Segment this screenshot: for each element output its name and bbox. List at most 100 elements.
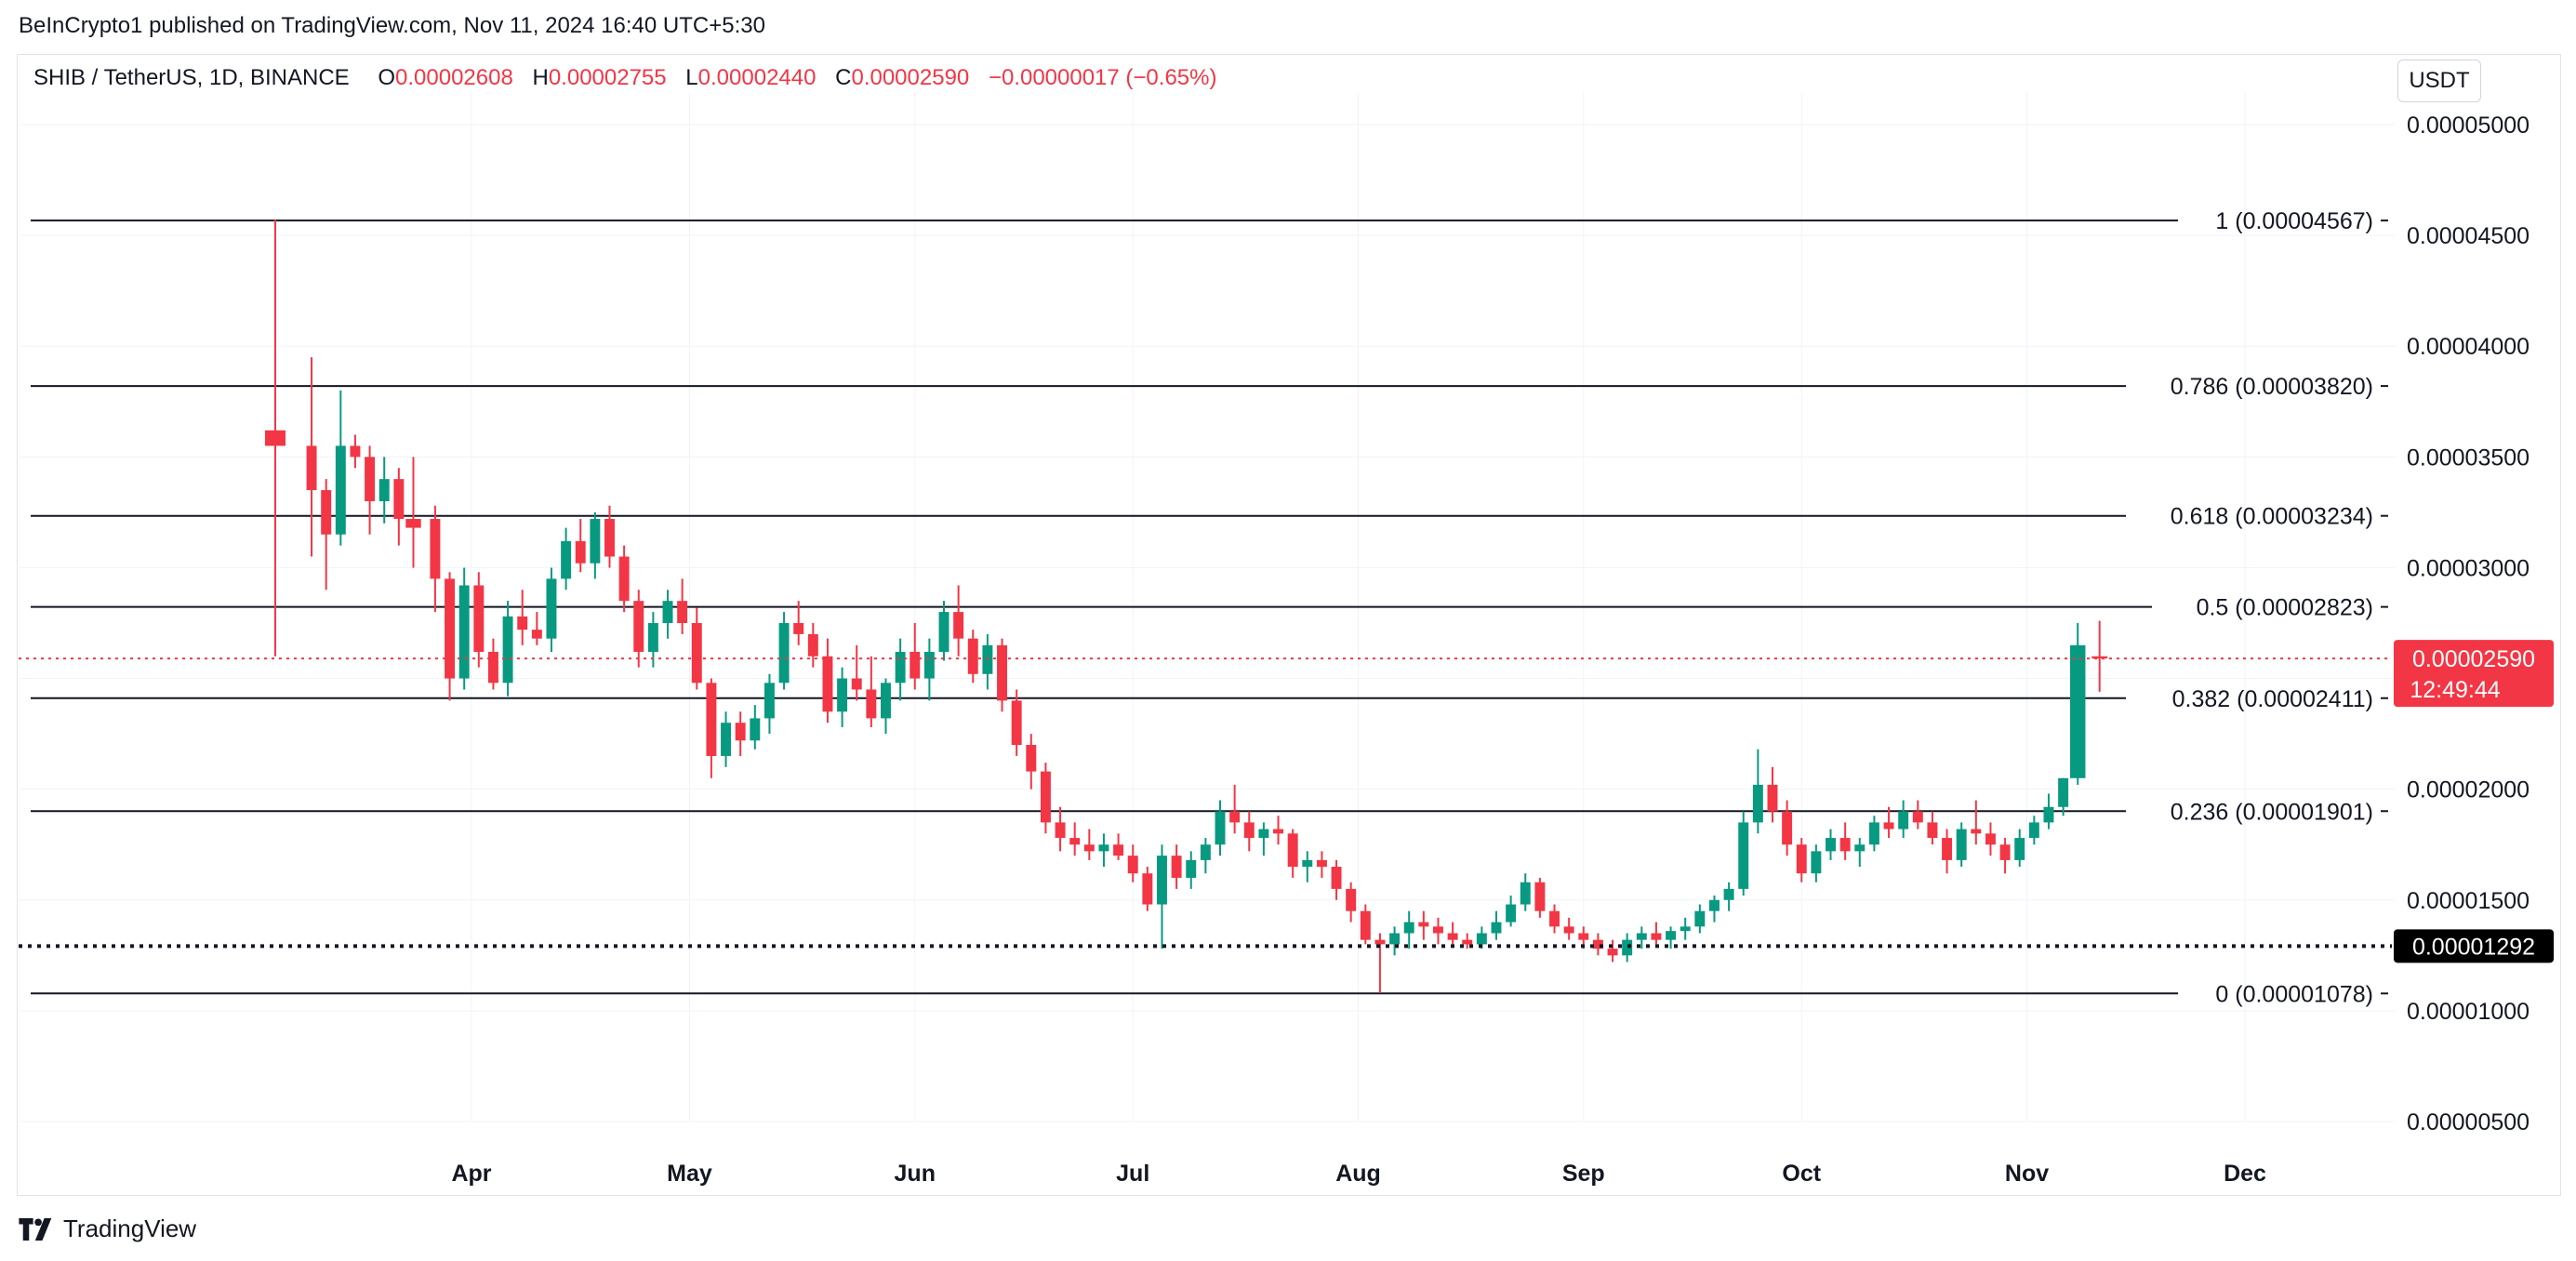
time-axis: Apr May Jun Jul Aug Sep Oct Nov Dec bbox=[451, 1161, 2266, 1187]
change-value: −0.00000017 (−0.65%) bbox=[988, 65, 1217, 90]
x-tick-label: May bbox=[667, 1161, 712, 1187]
publisher-line: BeInCrypto1 published on TradingView.com… bbox=[19, 13, 765, 38]
candle-body bbox=[750, 718, 761, 741]
price-axis: 0.00005000 0.00004500 0.00004000 0.00003500… bbox=[2407, 113, 2530, 1135]
candle-body bbox=[1055, 822, 1066, 839]
candle-body bbox=[837, 678, 848, 712]
close-value: 0.00002590 bbox=[851, 65, 970, 90]
candle-body bbox=[2058, 777, 2069, 807]
candle-body bbox=[866, 689, 877, 719]
candle-body bbox=[2028, 822, 2039, 839]
candle-body bbox=[1868, 822, 1879, 845]
candle-body bbox=[1346, 888, 1357, 911]
candle-body bbox=[1563, 926, 1574, 934]
candle-body bbox=[1243, 822, 1255, 839]
candle-body bbox=[1999, 844, 2011, 860]
candle-body bbox=[822, 656, 833, 712]
candle-body bbox=[1826, 838, 1836, 852]
candle-body bbox=[1316, 859, 1327, 868]
candle-body bbox=[677, 601, 688, 623]
y-tick-label: 0.00004500 bbox=[2407, 223, 2530, 249]
low-label: L bbox=[685, 65, 698, 90]
candle-body bbox=[1360, 910, 1371, 940]
y-tick-label: 0.00001500 bbox=[2407, 888, 2530, 914]
fib-label: 0.786 (0.00003820) bbox=[2171, 374, 2373, 400]
countdown-label: 12:49:44 bbox=[2410, 677, 2500, 703]
candle-body bbox=[923, 651, 935, 679]
candle-body bbox=[1752, 784, 1763, 823]
open-value: 0.00002608 bbox=[395, 65, 513, 90]
candle-body bbox=[618, 556, 630, 602]
candle-body bbox=[1418, 922, 1429, 927]
candle-body bbox=[1186, 859, 1197, 878]
fib-levels: 1 (0.00004567) 0.786 (0.00003820) 0.618 (0… bbox=[31, 208, 2388, 1007]
candle-body bbox=[546, 578, 557, 639]
candle-body bbox=[1127, 856, 1138, 874]
candle-body bbox=[793, 623, 804, 634]
candle-body bbox=[517, 616, 528, 630]
candle-body bbox=[306, 445, 317, 491]
close-label: C bbox=[835, 65, 852, 90]
candle-body bbox=[1215, 811, 1226, 845]
candle-body bbox=[1680, 926, 1691, 932]
candle-body bbox=[445, 578, 456, 679]
candle-body bbox=[1796, 844, 1807, 874]
candle-body bbox=[1113, 844, 1124, 856]
candle-body bbox=[365, 457, 376, 501]
candle-body bbox=[1942, 838, 1953, 860]
y-tick-label: 0.00003500 bbox=[2407, 445, 2530, 471]
candle-body bbox=[405, 519, 421, 528]
candle-body bbox=[1738, 822, 1749, 889]
candle-body bbox=[335, 445, 346, 535]
x-tick-label: Aug bbox=[1335, 1161, 1381, 1187]
symbol-name: SHIB / TetherUS, 1D, BINANCE bbox=[33, 65, 350, 90]
candle-body bbox=[1229, 811, 1241, 823]
candle-body bbox=[1636, 933, 1647, 940]
fib-label: 1 (0.00004567) bbox=[2215, 208, 2373, 234]
y-tick-label: 0.00001000 bbox=[2407, 999, 2530, 1025]
candle-body bbox=[350, 445, 361, 458]
candle-body bbox=[2070, 644, 2086, 778]
tradingview-brand: TradingView bbox=[63, 1215, 197, 1242]
symbol-legend: SHIB / TetherUS, 1D, BINANCE O0.00002608… bbox=[33, 65, 1216, 91]
candle-body bbox=[1476, 933, 1487, 945]
y-tick-label: 0.00005000 bbox=[2407, 113, 2530, 139]
candle-body bbox=[1374, 939, 1386, 945]
x-tick-label: Dec bbox=[2224, 1161, 2266, 1187]
candle-body bbox=[910, 651, 921, 679]
candle-body bbox=[953, 612, 964, 639]
grid-lines bbox=[19, 93, 2395, 1122]
price-markers: 0.00001292 0.00002590 12:49:44 bbox=[19, 640, 2554, 963]
candle-body bbox=[1506, 904, 1517, 923]
candle-body bbox=[502, 616, 513, 684]
fib-label: 0 (0.00001078) bbox=[2215, 981, 2373, 1007]
tradingview-footer[interactable]: TradingView bbox=[19, 1215, 196, 1243]
candle-body bbox=[1462, 939, 1473, 945]
candle-body bbox=[393, 479, 405, 520]
candle-body bbox=[590, 519, 601, 564]
currency-button[interactable]: USDT bbox=[2397, 60, 2481, 102]
current-price-label: 0.00002590 bbox=[2412, 646, 2535, 672]
candle-body bbox=[1491, 922, 1502, 934]
candle-body bbox=[2043, 806, 2054, 823]
candle-body bbox=[721, 723, 732, 756]
support-price-label: 0.00001292 bbox=[2412, 934, 2535, 960]
candle-body bbox=[1592, 939, 1603, 949]
x-tick-label: Jun bbox=[895, 1161, 936, 1187]
candle-body bbox=[430, 519, 441, 579]
candle-body bbox=[1767, 784, 1778, 812]
candle-body bbox=[1549, 910, 1560, 927]
candle-body bbox=[691, 623, 702, 684]
candle-body bbox=[1026, 745, 1037, 772]
candle-body bbox=[1578, 933, 1589, 940]
tradingview-logo-icon bbox=[19, 1217, 52, 1241]
y-tick-label: 0.00004000 bbox=[2407, 334, 2530, 360]
candle-body bbox=[1447, 933, 1458, 940]
candle-body bbox=[764, 683, 775, 719]
x-tick-label: Oct bbox=[1782, 1161, 1821, 1187]
high-value: 0.00002755 bbox=[548, 65, 667, 90]
y-tick-label: 0.00002000 bbox=[2407, 777, 2530, 803]
candle-body bbox=[1708, 899, 1720, 911]
candle-body bbox=[264, 430, 285, 446]
